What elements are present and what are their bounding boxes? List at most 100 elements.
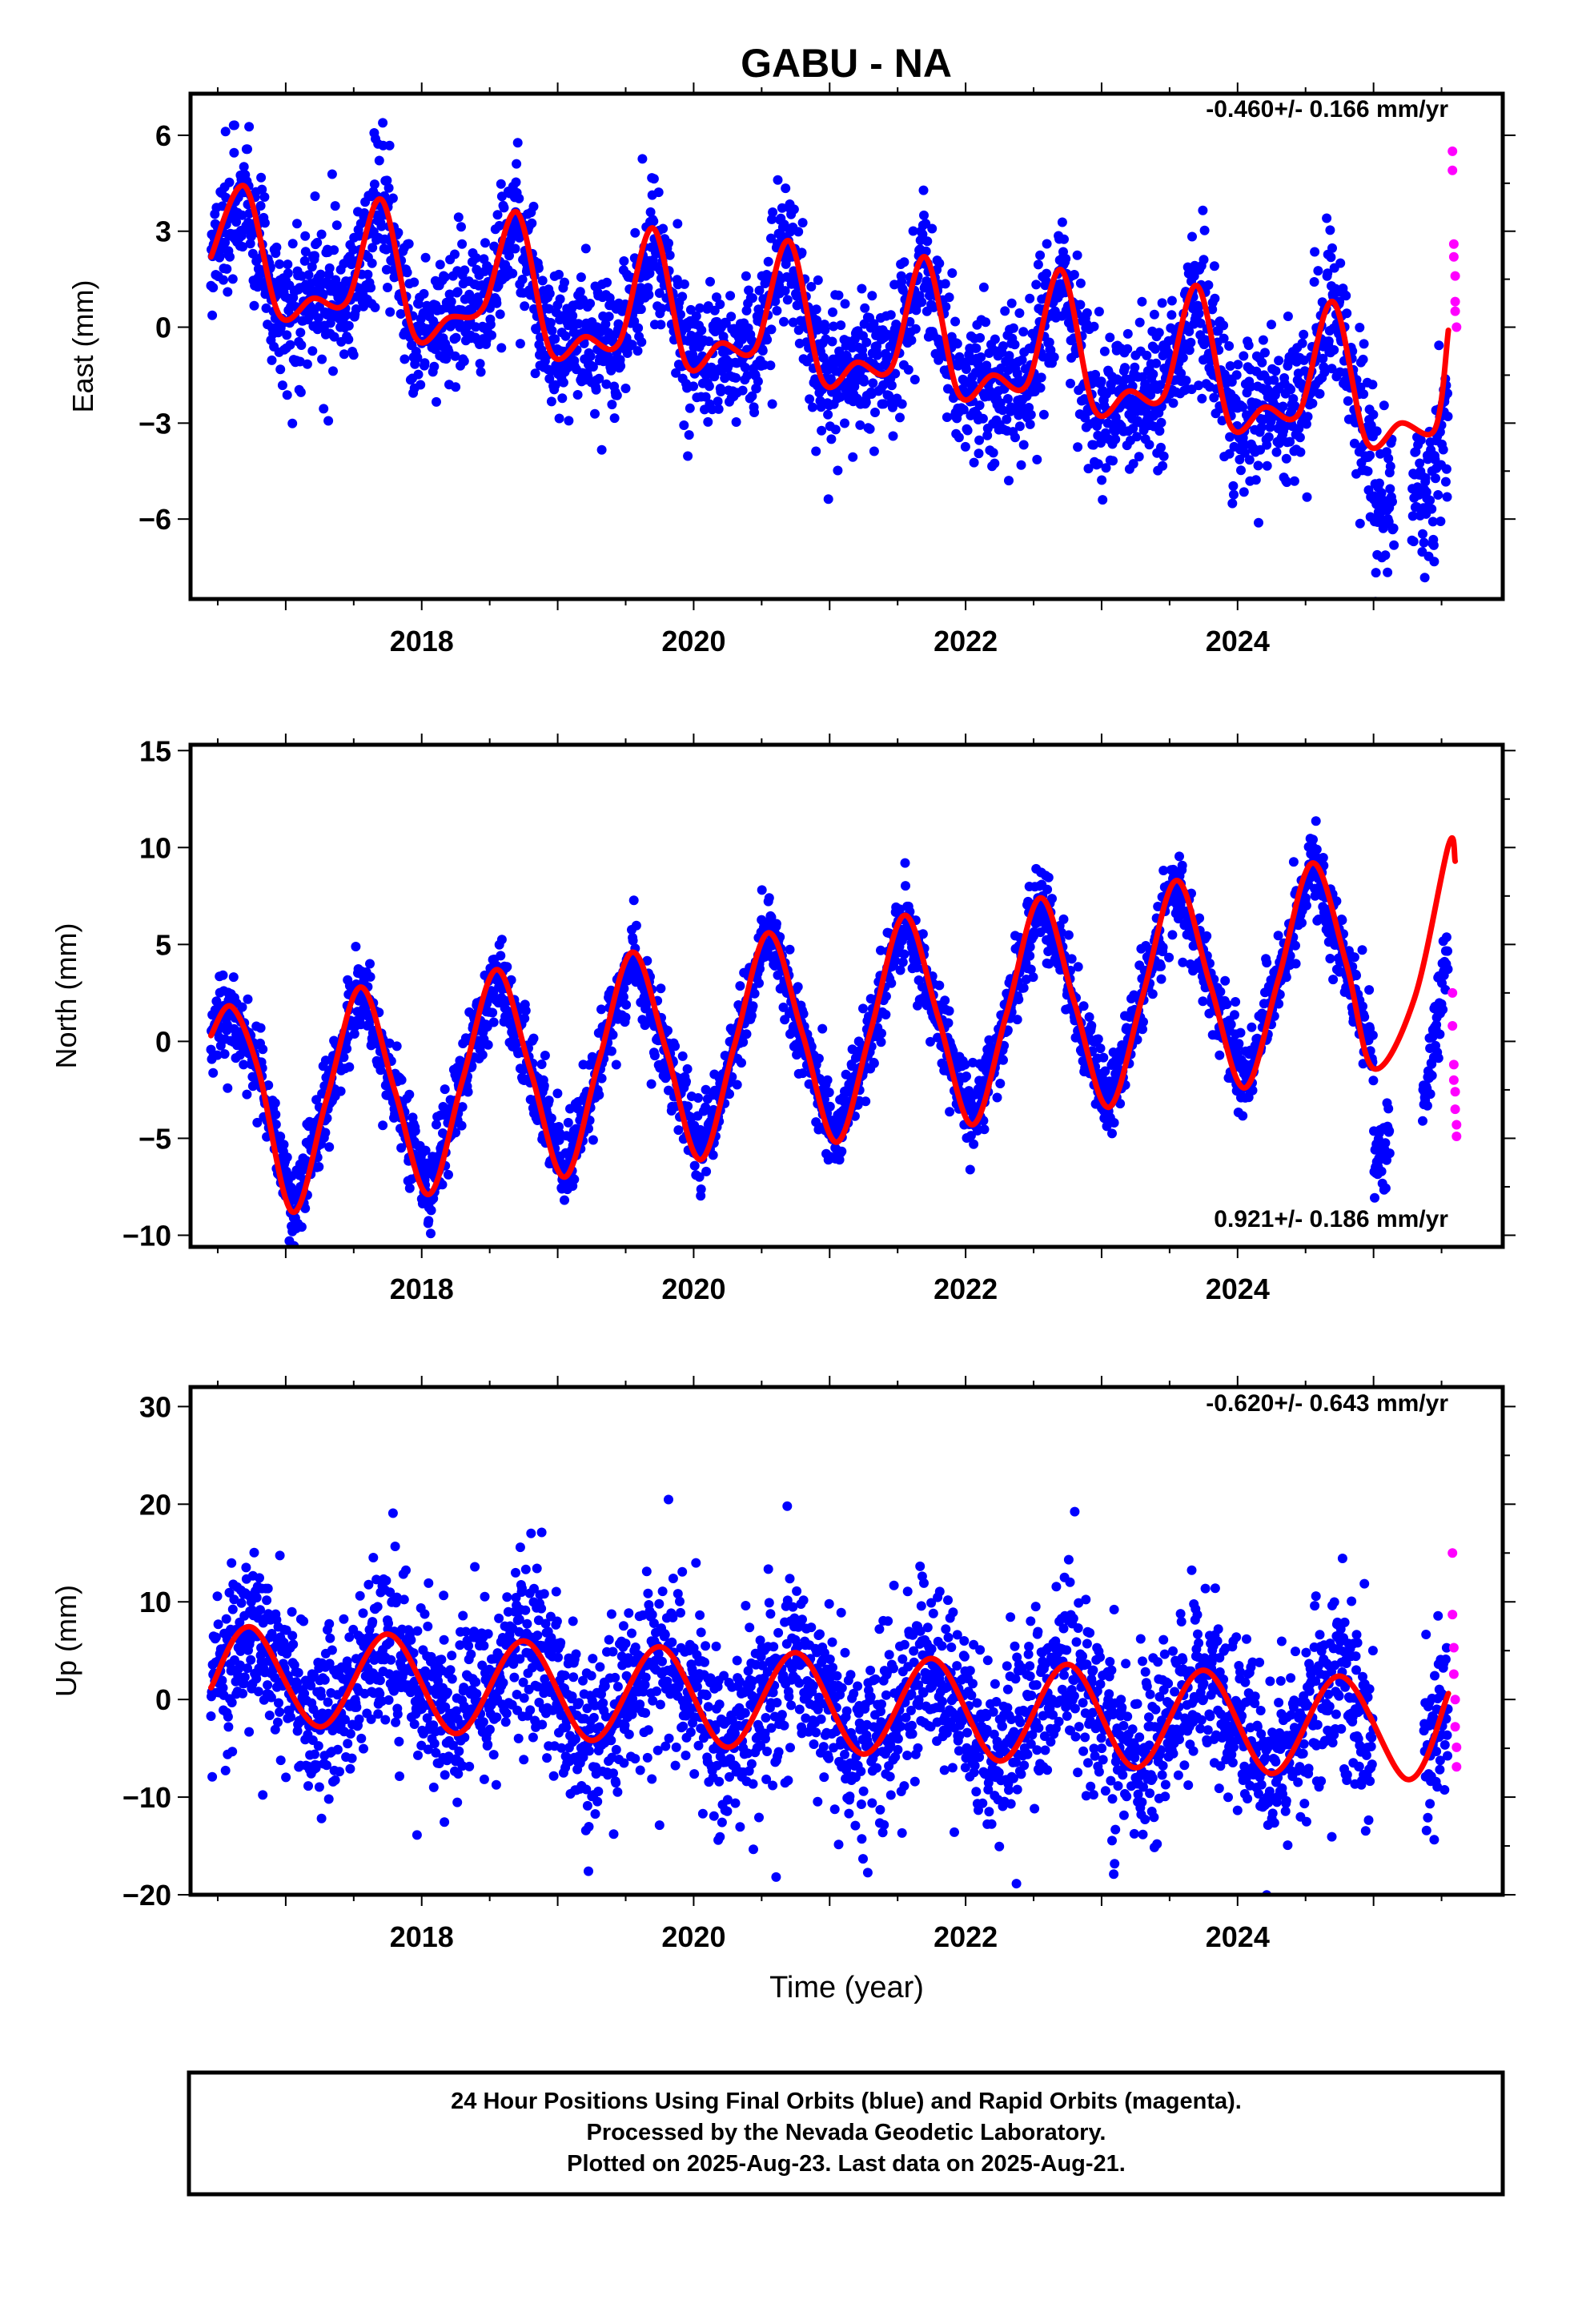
east-final-point xyxy=(456,222,466,232)
east-final-point xyxy=(726,312,737,322)
east-final-point xyxy=(494,220,504,231)
east-final-point xyxy=(429,361,440,372)
east-final-point xyxy=(636,337,647,348)
east-final-point xyxy=(630,227,640,238)
east-final-point xyxy=(1154,328,1164,338)
east-final-point xyxy=(903,364,913,375)
east-rapid-point xyxy=(1450,306,1460,316)
east-final-point xyxy=(1229,489,1239,500)
east-final-point xyxy=(366,283,376,293)
north-final-point xyxy=(440,1084,450,1095)
east-final-point xyxy=(1260,348,1270,358)
east-final-point xyxy=(383,183,394,193)
east-final-point xyxy=(452,287,463,297)
east-final-point xyxy=(1441,464,1452,474)
east-final-point xyxy=(1322,213,1332,223)
east-final-point xyxy=(1025,419,1035,429)
east-final-point xyxy=(820,325,830,336)
east-final-point xyxy=(1057,217,1067,227)
east-final-point xyxy=(1150,344,1160,354)
east-final-point xyxy=(1376,488,1387,498)
east-final-point xyxy=(1120,363,1130,373)
east-final-point xyxy=(897,399,907,409)
east-final-point xyxy=(664,238,673,248)
east-final-point xyxy=(1295,447,1306,457)
east-final-point xyxy=(420,252,431,263)
north-final-point xyxy=(817,1023,828,1034)
east-final-point xyxy=(1224,448,1235,459)
east-final-point xyxy=(1387,497,1397,507)
east-final-point xyxy=(1278,401,1288,412)
east-final-point xyxy=(981,317,991,328)
east-final-point xyxy=(1156,442,1166,452)
east-final-point xyxy=(1253,460,1263,471)
north-final-point xyxy=(732,1080,742,1090)
east-final-point xyxy=(1113,375,1123,385)
east-final-point xyxy=(307,262,317,272)
east-final-point xyxy=(978,413,988,424)
north-final-point xyxy=(960,1059,970,1070)
east-final-point xyxy=(590,408,600,419)
east-final-point xyxy=(432,396,441,407)
east-final-point xyxy=(868,378,878,388)
east-final-point xyxy=(813,324,823,335)
east-final-point xyxy=(889,279,900,290)
east-final-point xyxy=(653,187,664,198)
north-final-point xyxy=(861,1096,871,1107)
east-final-point xyxy=(316,229,327,239)
north-final-point xyxy=(563,1117,573,1128)
east-final-point xyxy=(510,243,520,254)
east-final-point xyxy=(1158,451,1169,461)
east-final-point xyxy=(731,372,741,383)
east-final-point xyxy=(1323,268,1333,279)
east-final-point xyxy=(1210,293,1220,304)
east-final-point xyxy=(600,319,611,329)
east-final-point xyxy=(387,193,398,203)
east-final-point xyxy=(721,318,731,328)
east-final-point xyxy=(1349,438,1359,448)
east-final-point xyxy=(766,324,777,335)
east-final-point xyxy=(1036,372,1046,383)
east-final-point xyxy=(348,350,359,360)
east-final-point xyxy=(1004,476,1014,486)
north-x-tick-label: 2022 xyxy=(934,1273,998,1305)
east-final-point xyxy=(354,231,364,241)
east-final-point xyxy=(295,356,305,367)
east-final-point xyxy=(883,352,893,362)
north-final-point xyxy=(757,885,767,895)
east-final-point xyxy=(741,305,752,316)
east-rapid-point xyxy=(1448,251,1459,262)
east-final-point xyxy=(747,391,757,401)
east-final-point xyxy=(872,350,882,360)
east-final-point xyxy=(367,258,377,268)
east-final-point xyxy=(1302,492,1312,502)
east-final-point xyxy=(740,362,750,372)
north-final-point xyxy=(682,1063,693,1074)
north-final-point xyxy=(681,1076,691,1087)
east-final-point xyxy=(1186,337,1196,348)
east-final-point xyxy=(359,208,370,218)
east-final-point xyxy=(1122,344,1133,354)
east-final-point xyxy=(829,321,839,332)
east-final-point xyxy=(383,283,392,292)
east-final-point xyxy=(1271,447,1282,457)
north-final-point xyxy=(1058,914,1069,924)
east-final-point xyxy=(1110,434,1121,444)
east-final-point xyxy=(560,331,571,341)
east-final-point xyxy=(1368,409,1379,420)
north-final-point xyxy=(588,1135,598,1145)
north-final-point xyxy=(300,1203,311,1213)
east-final-point xyxy=(781,183,791,194)
east-final-point xyxy=(420,358,430,368)
north-final-point xyxy=(764,893,774,903)
east-final-point xyxy=(343,334,354,344)
east-final-point xyxy=(1385,484,1395,494)
north-y-tick-label: 10 xyxy=(139,831,171,864)
east-final-point xyxy=(382,175,392,186)
north-final-point xyxy=(546,1113,556,1124)
east-final-point xyxy=(806,282,817,292)
east-final-point xyxy=(1274,356,1284,366)
north-final-point xyxy=(881,991,891,1002)
east-final-point xyxy=(495,309,505,320)
east-final-point xyxy=(645,207,656,217)
